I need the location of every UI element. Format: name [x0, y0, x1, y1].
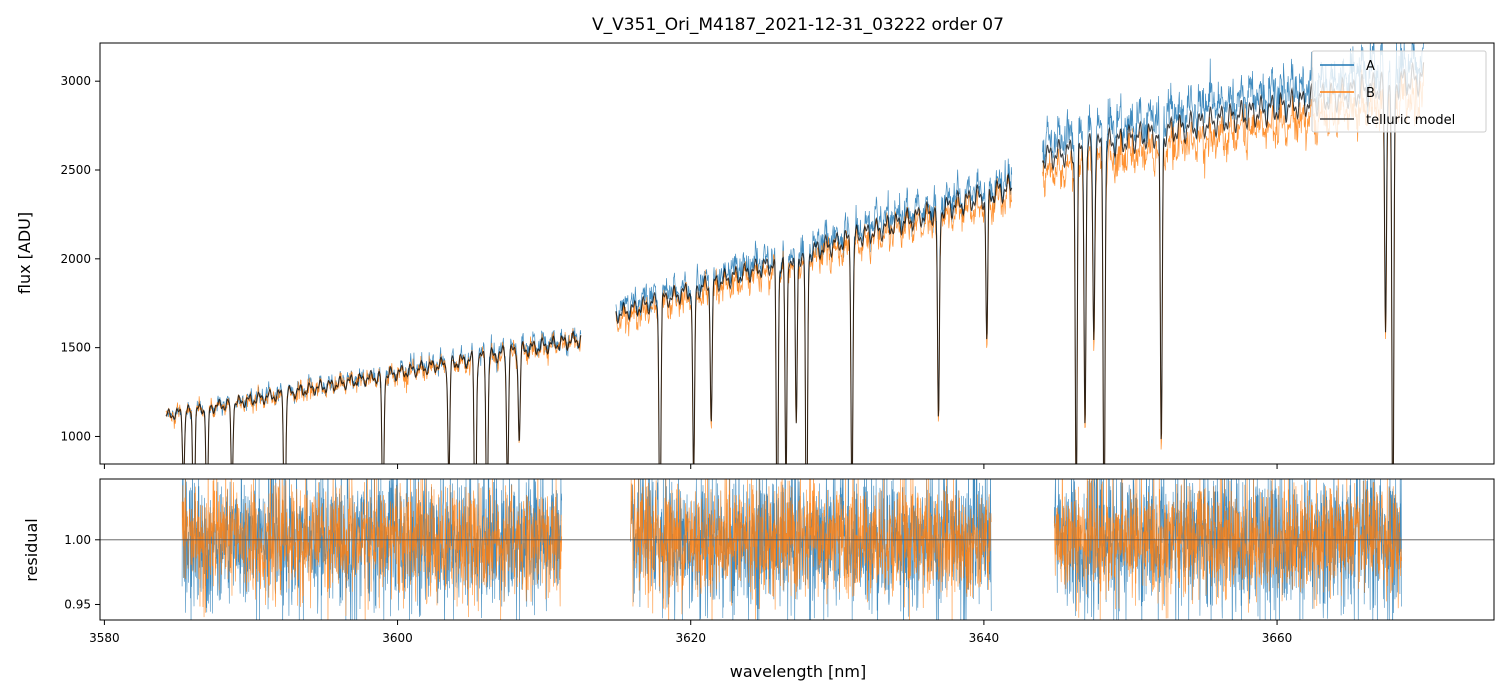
- flux-ytick-label: 1500: [60, 341, 91, 355]
- flux-ytick-label: 2000: [60, 252, 91, 266]
- flux-ytick-label: 2500: [60, 163, 91, 177]
- residual-panel: 0.95 1.00 3580 3600 3620 3640 3660 residual w…: [22, 478, 1495, 681]
- wavelength-xtick-label: 3660: [1262, 631, 1293, 645]
- wavelength-axis-label: wavelength [nm]: [730, 662, 867, 681]
- legend: A B telluric model: [1311, 50, 1487, 133]
- wavelength-xtick-label: 3620: [675, 631, 706, 645]
- wavelength-xtick-label: 3640: [969, 631, 1000, 645]
- flux-panel-frame: [99, 42, 1495, 465]
- chart-title: V_V351_Ori_M4187_2021-12-31_03222 order …: [592, 15, 1004, 35]
- residual-panel-frame: [99, 478, 1495, 621]
- wavelength-xtick-label: 3580: [89, 631, 120, 645]
- legend-label-b: B: [1366, 86, 1375, 101]
- flux-panel: 1000 1500 2000 2500 3000 flux [ADU] A B tell…: [15, 42, 1495, 469]
- residual-ytick-label: 1.00: [64, 533, 91, 547]
- series-b-residual-line: [181, 479, 1402, 620]
- residual-axis-label: residual: [22, 518, 41, 581]
- flux-axis-label: flux [ADU]: [15, 212, 34, 294]
- flux-ytick-label: 3000: [60, 74, 91, 88]
- legend-label-telluric: telluric model: [1366, 113, 1455, 128]
- legend-box: [1311, 50, 1487, 133]
- residual-ytick-label: 0.95: [64, 597, 91, 611]
- legend-label-a: A: [1366, 59, 1375, 74]
- flux-ytick-label: 1000: [60, 429, 91, 443]
- wavelength-xtick-label: 3600: [382, 631, 413, 645]
